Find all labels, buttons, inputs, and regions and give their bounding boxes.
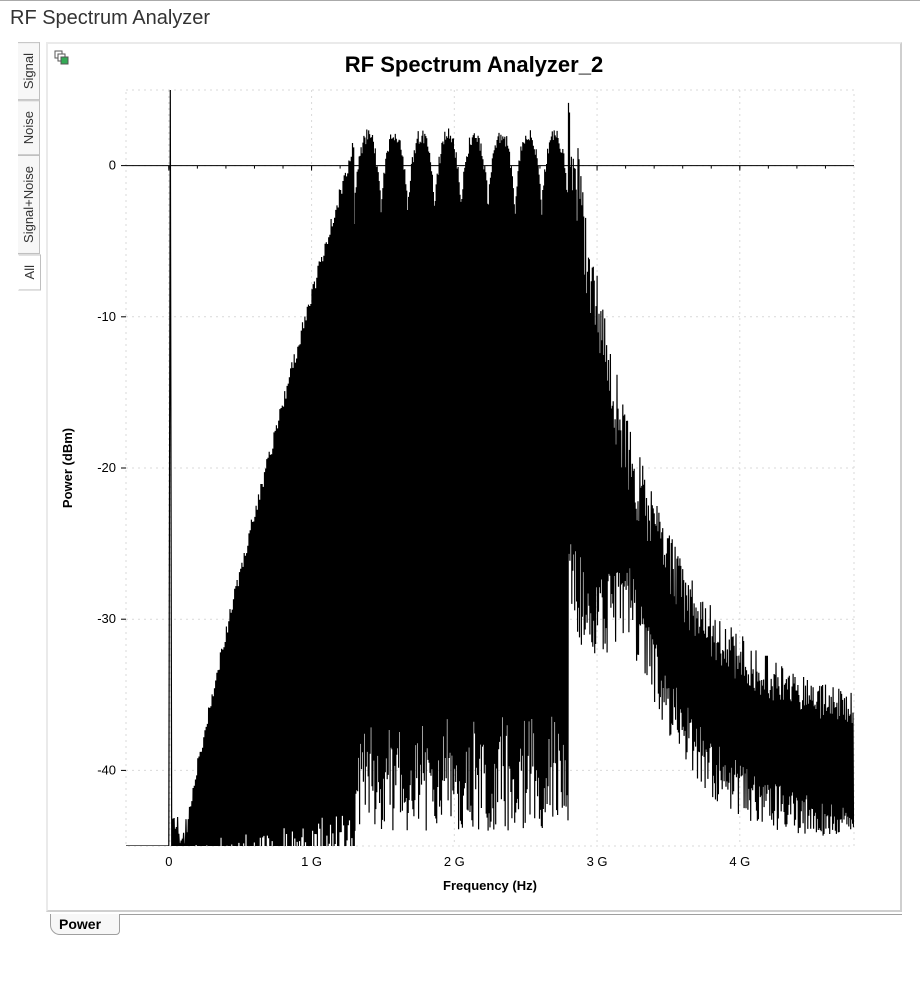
svg-text:4 G: 4 G bbox=[729, 854, 750, 869]
spectrum-plot[interactable]: 0 1 G 2 G 3 G 4 G -40 -30 -20 -10 0 Frequency (Hz)… bbox=[54, 84, 864, 904]
window-title: RF Spectrum Analyzer bbox=[0, 0, 920, 34]
svg-text:Power (dBm): Power (dBm) bbox=[60, 428, 75, 508]
svg-text:1 G: 1 G bbox=[301, 854, 322, 869]
bottom-tab-power[interactable]: Power bbox=[50, 914, 120, 935]
app-window: RF Spectrum Analyzer Signal Noise Signal… bbox=[0, 0, 920, 1000]
content-area: Signal Noise Signal+Noise All RF Spectru… bbox=[18, 42, 902, 935]
svg-text:-10: -10 bbox=[97, 309, 116, 324]
side-tab-strip: Signal Noise Signal+Noise All bbox=[18, 42, 46, 382]
chart-frame: RF Spectrum Analyzer_2 0 1 G 2 G 3 G 4 G -40 -… bbox=[46, 42, 902, 912]
side-tab-all[interactable]: All bbox=[18, 254, 41, 290]
chart-title: RF Spectrum Analyzer_2 bbox=[54, 50, 894, 84]
side-tab-noise[interactable]: Noise bbox=[18, 100, 40, 155]
svg-text:-40: -40 bbox=[97, 762, 116, 777]
svg-text:Frequency (Hz): Frequency (Hz) bbox=[443, 878, 537, 893]
bottom-tab-tail bbox=[120, 914, 902, 915]
svg-text:-30: -30 bbox=[97, 611, 116, 626]
svg-text:0: 0 bbox=[165, 854, 172, 869]
svg-text:2 G: 2 G bbox=[444, 854, 465, 869]
svg-text:0: 0 bbox=[109, 158, 116, 173]
chart-options-icon[interactable] bbox=[54, 50, 72, 68]
side-tab-signal[interactable]: Signal bbox=[18, 42, 40, 100]
svg-text:3 G: 3 G bbox=[587, 854, 608, 869]
svg-text:-20: -20 bbox=[97, 460, 116, 475]
side-tab-signal-noise[interactable]: Signal+Noise bbox=[18, 155, 40, 254]
bottom-tab-strip: Power bbox=[50, 914, 902, 935]
